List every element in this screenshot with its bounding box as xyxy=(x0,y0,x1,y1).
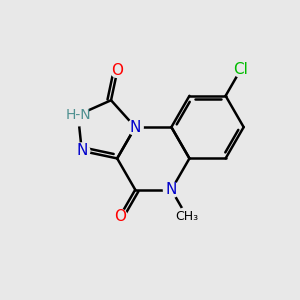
Text: O: O xyxy=(111,63,123,78)
Circle shape xyxy=(110,63,125,77)
Circle shape xyxy=(164,182,179,198)
Text: Cl: Cl xyxy=(233,62,248,77)
Text: O: O xyxy=(114,209,126,224)
Text: N: N xyxy=(76,143,88,158)
Text: CH₃: CH₃ xyxy=(175,210,198,223)
Circle shape xyxy=(112,209,127,224)
Circle shape xyxy=(233,61,249,77)
Text: N: N xyxy=(130,120,141,135)
Circle shape xyxy=(127,119,143,135)
Text: N: N xyxy=(166,182,177,197)
Text: H-N: H-N xyxy=(65,108,91,122)
Circle shape xyxy=(74,143,90,159)
Circle shape xyxy=(178,207,196,225)
Circle shape xyxy=(67,104,89,126)
